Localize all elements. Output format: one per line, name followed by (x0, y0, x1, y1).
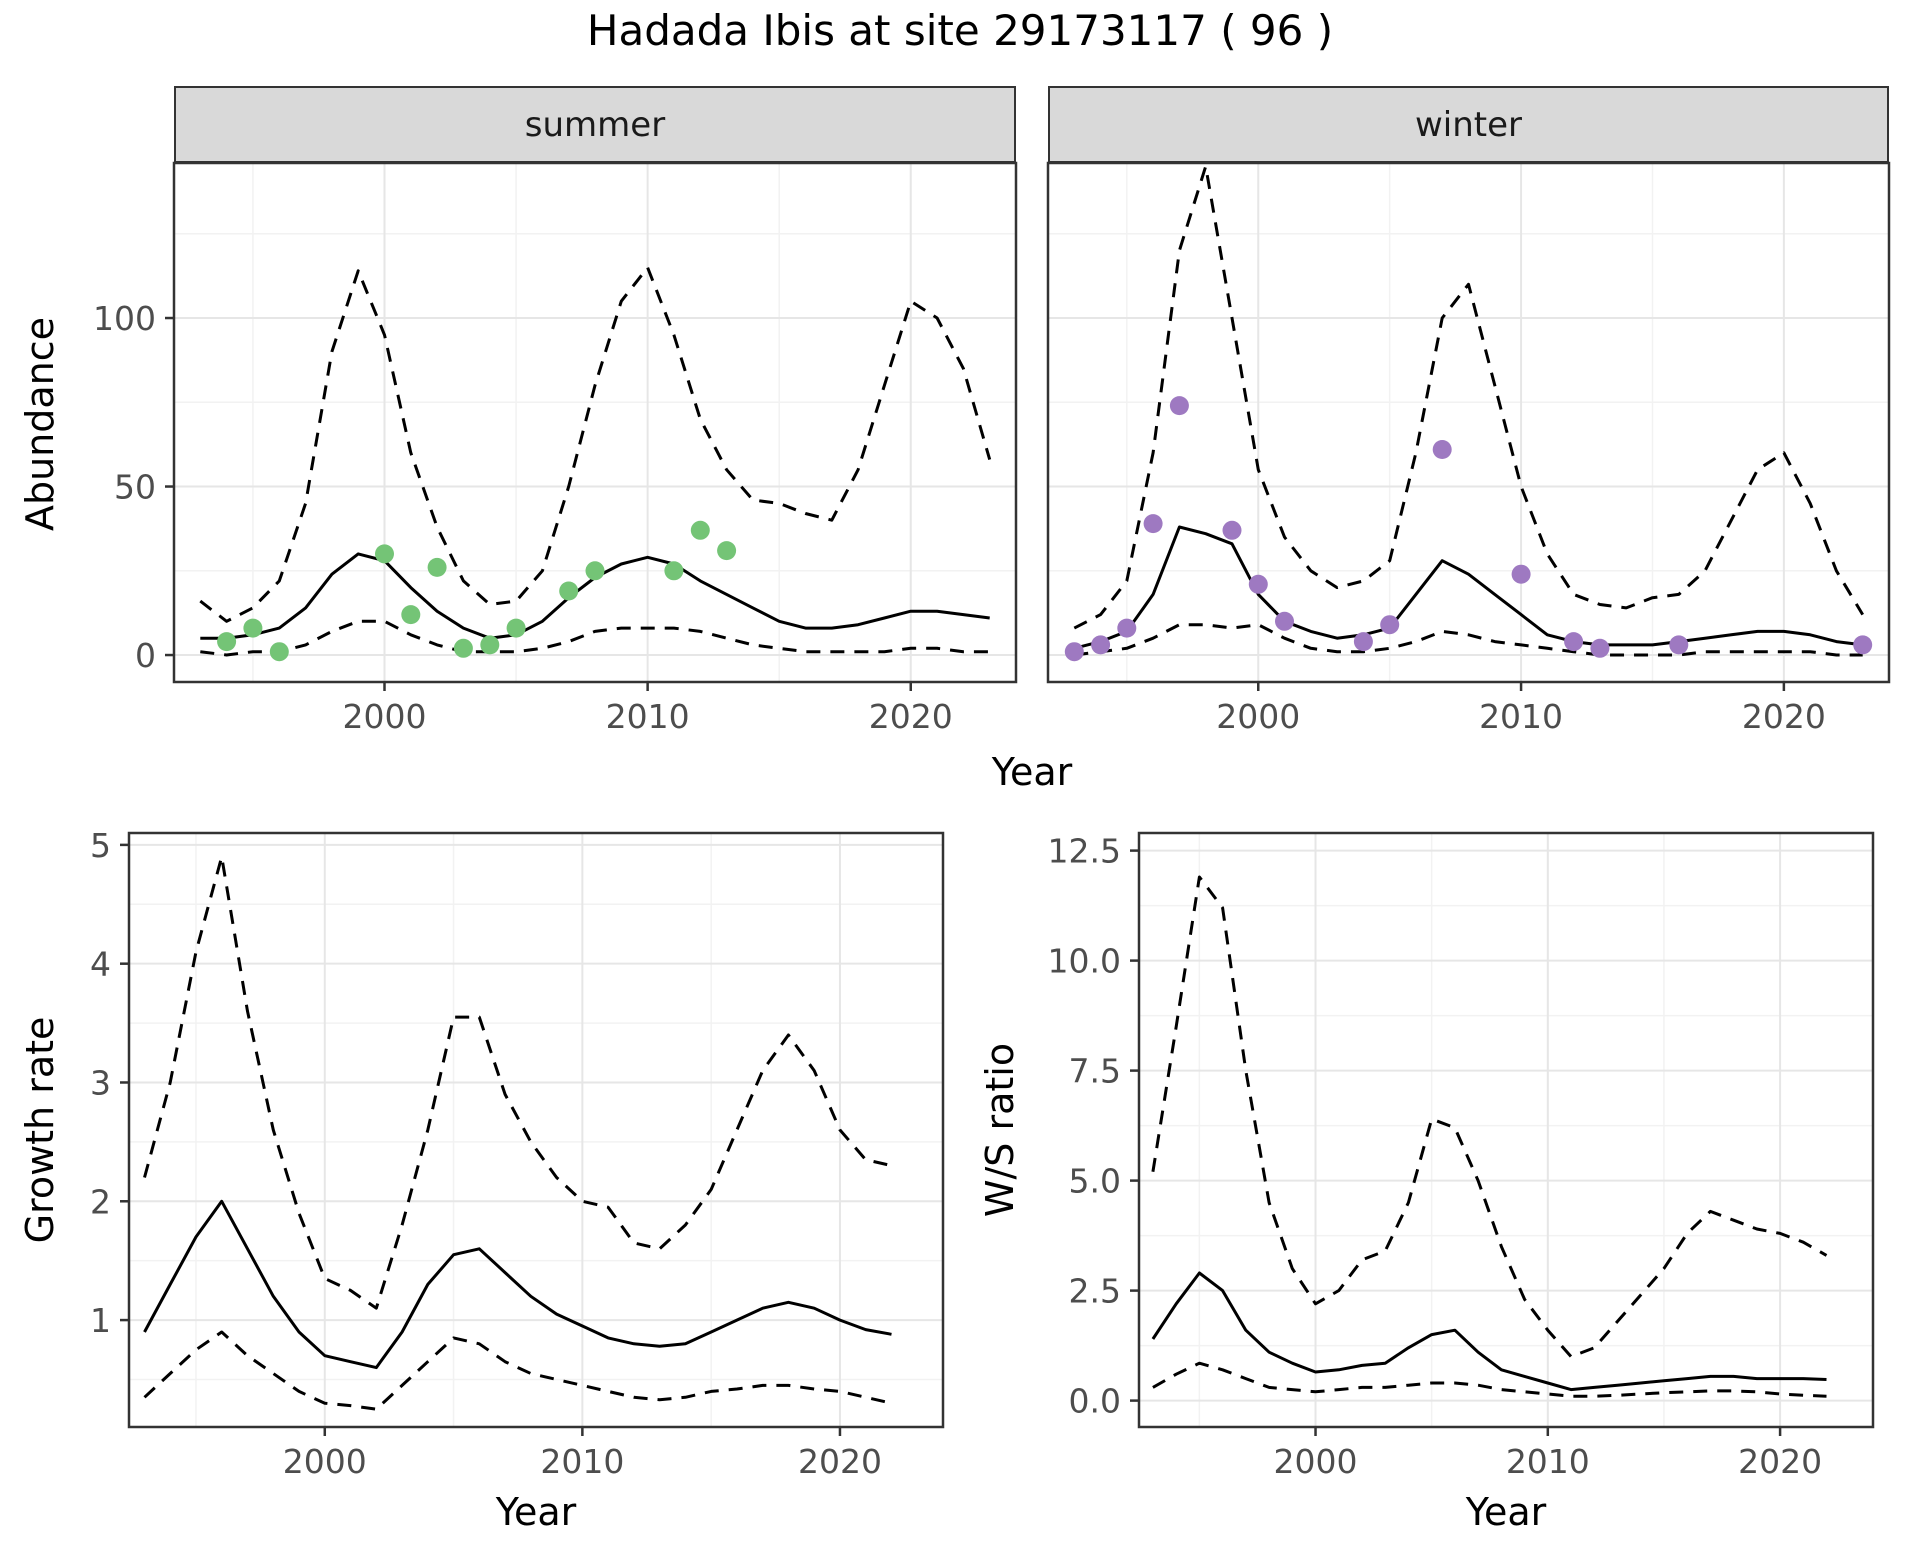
facet-strip-winter: winter (1048, 86, 1889, 163)
year-axis-title-top: Year (991, 750, 1073, 794)
svg-text:100: 100 (93, 299, 156, 338)
svg-text:2020: 2020 (1738, 1442, 1822, 1481)
svg-text:5: 5 (90, 826, 111, 865)
ws-ratio-panel: 2000 2010 2020 0.0 2.5 5.0 7.5 10.0 12.5 (1048, 832, 1875, 1481)
svg-text:2020: 2020 (869, 697, 953, 736)
growth-rate-panel: 2000 2010 2020 1 2 3 4 5 (90, 826, 945, 1481)
growth-rate-axis-title: Growth rate (18, 1016, 62, 1244)
svg-text:2010: 2010 (606, 697, 690, 736)
abundance-winter-panel: 2000 2010 2020 (1046, 161, 1891, 736)
svg-text:0: 0 (135, 636, 156, 675)
svg-text:2.5: 2.5 (1069, 1272, 1121, 1311)
svg-text:2: 2 (90, 1182, 111, 1221)
svg-text:5.0: 5.0 (1069, 1162, 1121, 1201)
svg-text:0.0: 0.0 (1069, 1382, 1121, 1421)
svg-text:2000: 2000 (1274, 1442, 1358, 1481)
year-axis-title-growth: Year (495, 1490, 577, 1534)
facet-label-summer: summer (524, 104, 666, 145)
svg-text:50: 50 (114, 468, 156, 507)
abundance-summer-panel: 2000 2010 2020 0 50 100 (93, 161, 1018, 736)
facet-label-winter: winter (1414, 104, 1523, 145)
svg-text:7.5: 7.5 (1069, 1052, 1121, 1091)
svg-text:2000: 2000 (283, 1442, 367, 1481)
svg-text:2020: 2020 (798, 1442, 882, 1481)
svg-text:10.0: 10.0 (1048, 942, 1121, 981)
svg-text:12.5: 12.5 (1048, 832, 1121, 871)
svg-text:2000: 2000 (1216, 697, 1300, 736)
svg-text:2010: 2010 (540, 1442, 624, 1481)
facet-strip-summer: summer (174, 86, 1016, 163)
abundance-axis-title: Abundance (18, 316, 62, 532)
svg-text:2000: 2000 (343, 697, 427, 736)
ws-ratio-axis-title: W/S ratio (978, 1042, 1022, 1218)
svg-text:2010: 2010 (1479, 697, 1563, 736)
svg-text:3: 3 (90, 1063, 111, 1102)
svg-text:1: 1 (90, 1301, 111, 1340)
svg-text:4: 4 (90, 945, 111, 984)
year-axis-title-ws: Year (1465, 1490, 1547, 1534)
chart-title: Hadada Ibis at site 29173117 ( 96 ) (586, 6, 1334, 55)
svg-text:2020: 2020 (1742, 697, 1826, 736)
svg-text:2010: 2010 (1506, 1442, 1590, 1481)
